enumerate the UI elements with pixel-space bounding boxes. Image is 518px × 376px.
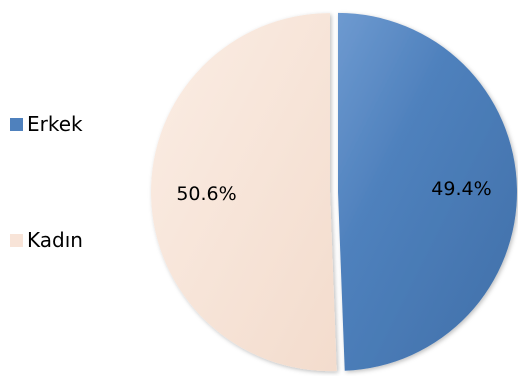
pie-slice-erkek xyxy=(337,12,517,371)
pie-label-erkek: 49.4% xyxy=(431,178,491,200)
legend-swatch-kadin xyxy=(10,233,23,247)
legend: Erkek Kadın xyxy=(10,112,140,262)
legend-item-kadin: Kadın xyxy=(10,228,83,252)
legend-swatch-erkek xyxy=(10,117,23,131)
legend-label-kadin: Kadın xyxy=(27,228,83,252)
pie-label-kadin: 50.6% xyxy=(176,183,236,205)
pie-slices xyxy=(151,12,517,372)
pie-slice-labels: 49.4% 50.6% xyxy=(176,178,491,205)
legend-item-erkek: Erkek xyxy=(10,112,83,136)
legend-label-erkek: Erkek xyxy=(27,112,83,136)
pie-slice-kadin xyxy=(151,13,337,372)
